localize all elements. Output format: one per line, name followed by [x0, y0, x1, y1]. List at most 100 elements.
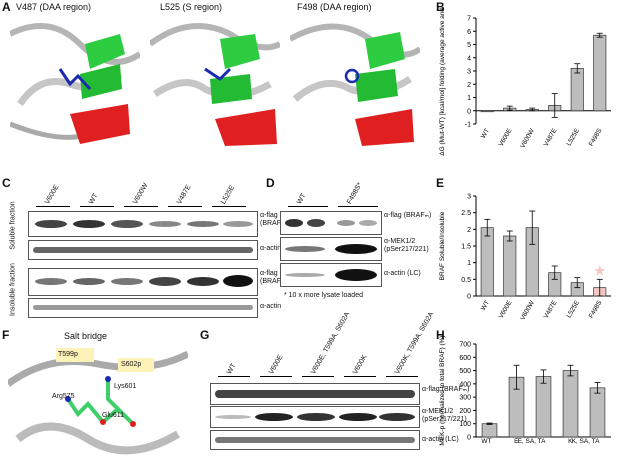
panel-g-lane-label: V600K, T599A, S602A [394, 311, 436, 376]
panel-a-title-3: F498 (DAA region) [297, 2, 372, 12]
chart-e: 0 0.5 1 1.5 2 2.5 3 BRAF Soluble/Insoluble WT V60… [439, 194, 611, 322]
bar [481, 423, 498, 438]
bar [535, 376, 552, 438]
y-tick-label: 5 [467, 42, 471, 49]
panel-c-lane-bar [168, 206, 202, 207]
bar [570, 67, 584, 112]
blot-g-flag [210, 383, 420, 405]
panel-d-lane-label: WT [296, 192, 308, 206]
panel-d-lane-bar [338, 206, 378, 207]
panel-label-h: H [436, 328, 445, 342]
blot-c-insoluble-flag [28, 268, 258, 296]
panel-c-lane-label: V600W [132, 182, 150, 206]
panel-g-row-mek: α-MEK1/2 (pSer217/221) [422, 408, 467, 423]
x-tick-label: F498S [588, 299, 604, 320]
panel-c-lane-bar [212, 206, 246, 207]
y-axis-label: BRAF Soluble/Insoluble [439, 211, 446, 280]
y-tick-label: 2 [467, 82, 471, 89]
panel-c-row-flag-1: α-flag (BRAFₘ) [260, 212, 288, 227]
y-tick-label: 500 [459, 368, 471, 375]
panel-a-title-1: V487 (DAA region) [16, 2, 92, 12]
y-tick-label: 100 [459, 421, 471, 428]
x-tick-label: L525E [566, 299, 582, 319]
y-tick-label: 200 [459, 408, 471, 415]
panel-c-insoluble-label: Insoluble fraction [9, 263, 17, 316]
y-tick-label: 3 [467, 194, 471, 201]
y-tick-label: 0 [467, 108, 471, 115]
blot-d-actin [280, 263, 382, 287]
blot-c-insoluble-actin [28, 298, 258, 318]
panel-label-d: D [266, 176, 275, 190]
residue-glu611: Glu611 [102, 412, 125, 419]
y-tick-label: -1 [465, 122, 471, 129]
panel-g-row-actin: α-actin (LC) [422, 436, 459, 443]
y-tick-label: 0 [467, 435, 471, 442]
panel-d-note: * 10 x more lysate loaded [284, 292, 363, 299]
residue-arg575: Arg575 [52, 393, 75, 400]
panel-c-lane-bar [80, 206, 114, 207]
x-tick-label: V600E [498, 127, 514, 148]
panel-f-title: Salt bridge [64, 331, 108, 341]
y-tick-label: 700 [459, 342, 471, 349]
panel-label-f: F [2, 328, 10, 342]
panel-label-a: A [2, 0, 11, 14]
panel-g-lane-bar [218, 376, 250, 377]
y-axis-label: MEK-p (normalized to total BRAF) (%) [439, 335, 446, 445]
blot-d-mek [280, 237, 382, 261]
y-tick-label: 7 [467, 16, 471, 23]
residue-s602p: S602p [121, 361, 142, 368]
x-tick-label: K [568, 438, 573, 445]
y-tick-label: 1 [467, 260, 471, 267]
panel-c-soluble-label: Soluble fraction [9, 201, 17, 250]
x-tick-label: WT [481, 438, 491, 445]
y-axis-label: ΔΔG (Mut-WT) [kcal/mol] folding (average… [439, 6, 446, 156]
protein-structure-v487 [10, 23, 140, 144]
panel-g-lane-label: V600K [352, 353, 369, 376]
y-tick-label: 2 [467, 227, 471, 234]
panel-d-lane-label: F498S* [346, 181, 364, 206]
panel-g-row-flag: α-flag (BRAFₘ) [422, 386, 470, 393]
residue-t599p: T599p [58, 351, 78, 358]
x-tick-label: WT [480, 127, 491, 139]
blot-g-actin [210, 430, 420, 450]
salt-bridge-structure [8, 348, 188, 455]
panel-a-title-2: L525 (S region) [160, 2, 223, 12]
x-tick-label: V600W [519, 127, 536, 150]
panel-c-lane-bar [124, 206, 158, 207]
bar [589, 387, 606, 438]
bar [480, 110, 494, 113]
panel-d-row-actin: α-actin (LC) [384, 270, 421, 277]
panel-g-lane-label: WT [226, 362, 238, 376]
panel-c-row-flag-2: α-flag (BRAFₘ) [260, 270, 288, 285]
x-tick-label: K, SA, TA [572, 438, 601, 445]
x-tick-label: V600W [519, 299, 536, 322]
panel-g-lane-bar [386, 376, 418, 377]
y-tick-label: 3 [467, 69, 471, 76]
x-tick-label: V487E [543, 127, 559, 148]
panel-label-e: E [436, 176, 445, 190]
x-tick-label: L525E [566, 127, 582, 147]
panel-c-lane-label: WT [88, 192, 100, 206]
blot-g-mek [210, 406, 420, 428]
panel-c-lane-label: V487E [176, 183, 193, 206]
y-tick-label: 400 [459, 381, 471, 388]
panel-label-b: B [436, 0, 445, 14]
bar [562, 370, 579, 438]
y-tick-label: 600 [459, 355, 471, 362]
panel-g-lane-bar [302, 376, 334, 377]
y-tick-label: 0 [467, 294, 471, 301]
panel-c-row-actin-1: α-actin [260, 245, 282, 252]
blot-c-soluble-actin [28, 240, 258, 260]
blot-c-soluble-flag [28, 211, 258, 237]
y-tick-label: 4 [467, 55, 471, 62]
protein-structure-l525 [150, 23, 280, 146]
y-tick-label: 300 [459, 395, 471, 402]
x-tick-label: F498S [588, 127, 604, 148]
panel-g-lane-label: V600E [268, 353, 285, 376]
panel-g-lane-bar [260, 376, 292, 377]
chart-h: 0 100 200 300 400 500 600 700 MEK-p (normalized … [439, 335, 611, 446]
y-tick-label: 1 [467, 95, 471, 102]
panel-d-row-mek: α-MEK1/2 (pSer217/221) [384, 238, 429, 253]
bar [593, 34, 607, 112]
x-tick-label: E, SA, TA [518, 438, 547, 445]
